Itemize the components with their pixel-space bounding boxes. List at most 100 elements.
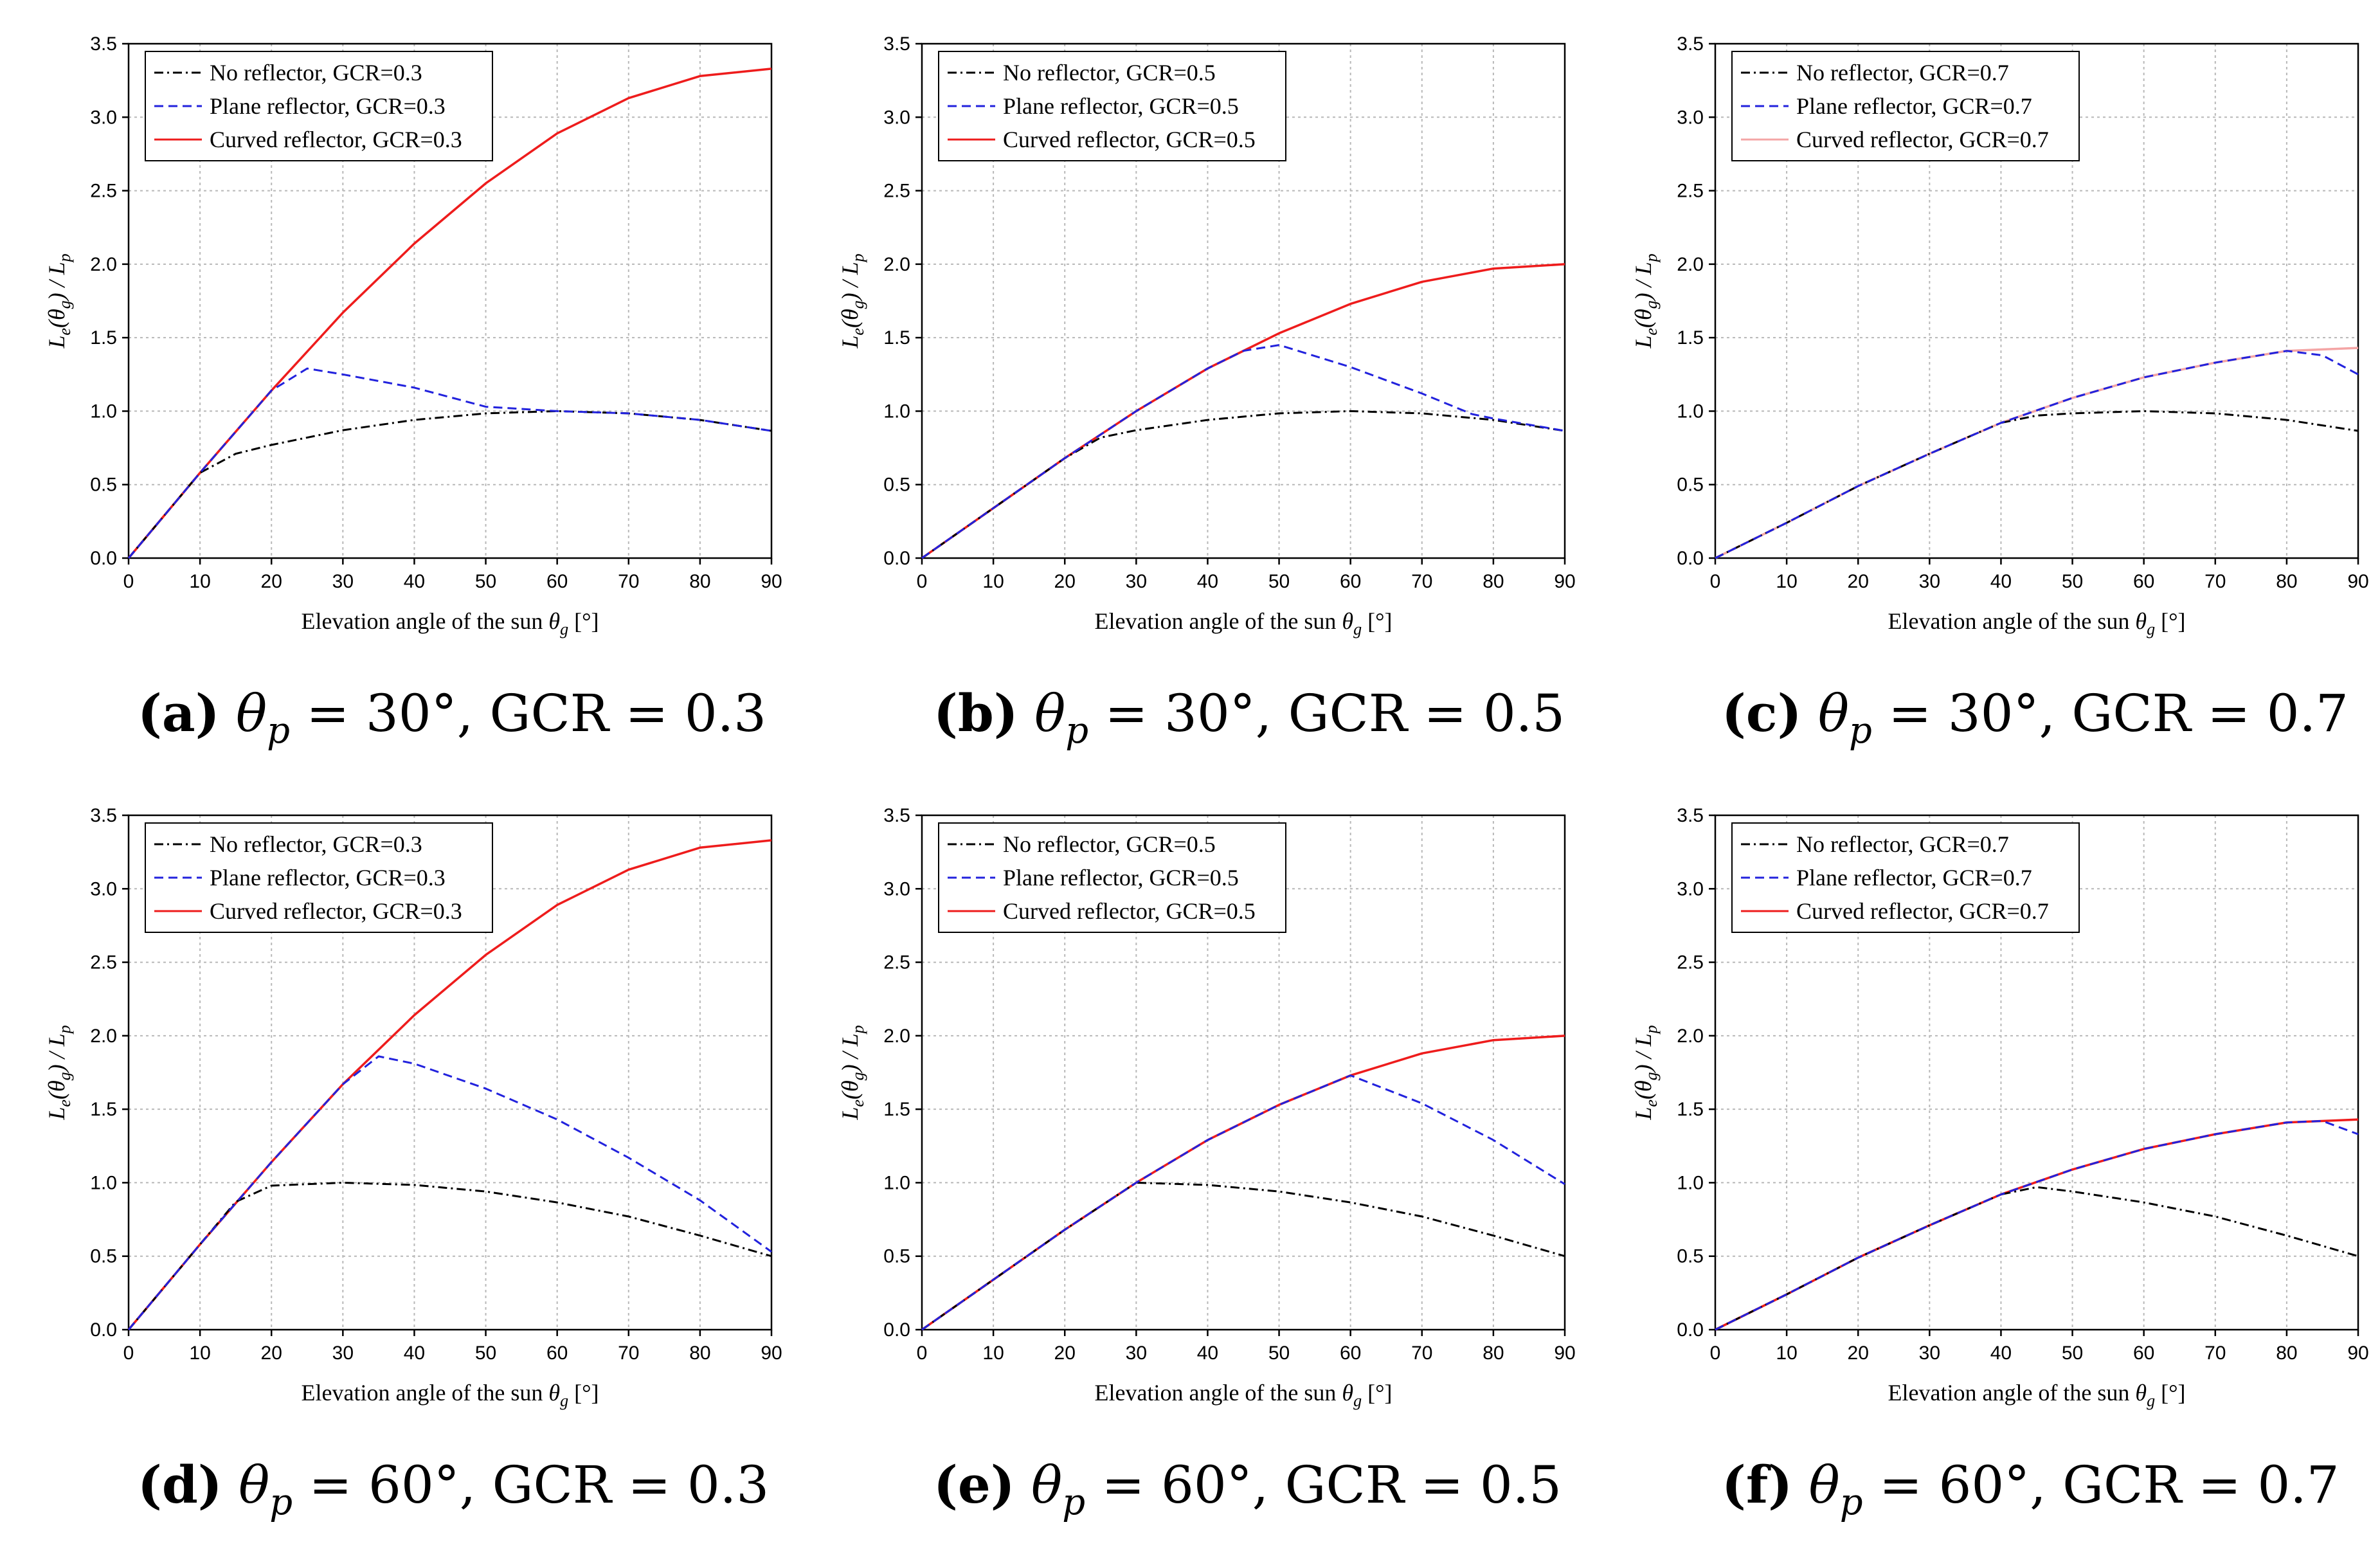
y-axis-label: Le(θg) / Lp [44, 1025, 74, 1120]
y-tick-label: 1.5 [90, 327, 117, 348]
plot-frame [127, 42, 773, 559]
x-tick-label: 50 [475, 571, 496, 592]
x-tick-label: 80 [2276, 571, 2297, 592]
x-tick-label: 60 [1340, 1343, 1361, 1364]
legend-box [1731, 822, 2080, 933]
x-tick-label: 20 [261, 1343, 282, 1364]
x-tick-label: 30 [1126, 1343, 1147, 1364]
x-tick-label: 40 [404, 1343, 425, 1364]
y-tick-label: 0.5 [883, 475, 910, 496]
x-tick-label: 40 [1990, 1343, 2012, 1364]
x-tick-label: 40 [1197, 571, 1218, 592]
x-tick-label: 50 [2062, 1343, 2083, 1364]
legend-entry-label: Plane reflector, GCR=0.3 [210, 865, 446, 891]
caption-text: = 30°, GCR = 0.7 [1871, 683, 2348, 743]
caption-letter: (f) [1722, 1454, 1793, 1515]
caption-theta: θ [1801, 683, 1850, 743]
y-tick-label: 0.0 [883, 1319, 910, 1341]
series-line-curved-reflector [1715, 1118, 2359, 1331]
legend-entry-label: Curved reflector, GCR=0.3 [210, 898, 462, 924]
y-tick-label: 3.5 [883, 33, 910, 55]
legend-entry-label: Curved reflector, GCR=0.7 [1796, 898, 2049, 924]
legend-entry-label: Curved reflector, GCR=0.7 [1796, 127, 2049, 152]
series-line-plane-reflector [127, 367, 772, 559]
chart-panel-e: 0 10 20 30 40 50 60 70 80 90 0.0 0.5 1.0 1.5 2.0 2.5 3.0… [837, 805, 1576, 1410]
caption-sub: p [267, 710, 290, 752]
caption-text: = 60°, GCR = 0.7 [1862, 1455, 2339, 1515]
y-tick-label: 2.5 [90, 181, 117, 202]
x-tick-label: 20 [1848, 1343, 1869, 1364]
x-tick-label: 0 [1710, 1343, 1721, 1364]
x-tick-label: 60 [1340, 571, 1361, 592]
x-tick-label: 50 [1268, 571, 1290, 592]
x-tick-label: 10 [982, 571, 1004, 592]
y-tick-label: 2.0 [883, 1026, 910, 1047]
caption-theta: θ [222, 1455, 270, 1515]
x-tick-label: 30 [1919, 1343, 1940, 1364]
x-tick-label: 80 [689, 571, 710, 592]
series-line-plane-reflector [127, 1055, 772, 1330]
series-line-plane-reflector [1715, 350, 2359, 559]
y-tick-label: 0.5 [90, 1246, 117, 1267]
chart-panel-a: 0 10 20 30 40 50 60 70 80 90 0.0 0.5 1.0 1.5 2.0 2.5 3.0… [44, 33, 782, 638]
x-tick-label: 40 [1197, 1343, 1218, 1364]
legend-entry-label: Plane reflector, GCR=0.7 [1796, 865, 2032, 891]
x-tick-label: 70 [2204, 1343, 2226, 1364]
caption-letter: (a) [138, 683, 220, 743]
legend-entry-label: Curved reflector, GCR=0.5 [1003, 127, 1256, 152]
y-tick-label: 1.0 [1677, 1172, 1704, 1193]
y-tick-label: 2.0 [883, 254, 910, 275]
y-axis-label: Le(θg) / Lp [44, 253, 74, 348]
x-tick-label: 30 [332, 1343, 354, 1364]
y-tick-label: 1.0 [1677, 401, 1704, 422]
series-group [127, 68, 772, 559]
x-tick-label: 0 [917, 571, 928, 592]
caption-letter: (b) [933, 683, 1018, 743]
y-axis-label: Le(θg) / Lp [837, 1025, 867, 1120]
legend-entry-label: No reflector, GCR=0.3 [210, 831, 422, 857]
y-axis-label: Le(θg) / Lp [1630, 1025, 1661, 1120]
y-tick-label: 2.0 [1677, 1026, 1704, 1047]
series-line-plane-reflector [921, 344, 1565, 559]
y-tick-label: 3.0 [1677, 878, 1704, 900]
series-line-curved-reflector [1715, 347, 2359, 559]
y-tick-label: 0.0 [1677, 548, 1704, 569]
legend-box [145, 51, 493, 161]
series-line-no-reflector [1715, 1186, 2359, 1331]
x-tick-label: 90 [1554, 1343, 1575, 1364]
x-tick-label: 90 [2347, 571, 2368, 592]
x-tick-label: 10 [189, 1343, 210, 1364]
y-tick-label: 2.5 [883, 181, 910, 202]
y-axis-label: Le(θg) / Lp [1630, 253, 1661, 348]
caption-letter: (c) [1722, 683, 1802, 743]
y-tick-label: 0.0 [90, 1319, 117, 1341]
legend-entry-label: Plane reflector, GCR=0.5 [1003, 865, 1239, 891]
series-group [921, 1035, 1565, 1331]
legend-box [938, 822, 1286, 933]
y-tick-label: 0.5 [1677, 1246, 1704, 1267]
x-tick-label: 60 [2133, 1343, 2154, 1364]
caption-theta: θ [1792, 1455, 1840, 1515]
x-tick-label: 30 [1126, 571, 1147, 592]
y-tick-label: 3.5 [1677, 33, 1704, 55]
y-tick-label: 2.5 [1677, 181, 1704, 202]
x-tick-label: 20 [1054, 571, 1076, 592]
x-axis-label: Elevation angle of the sun θg [°] [302, 608, 599, 638]
plot-frame [127, 814, 773, 1331]
x-tick-label: 30 [332, 571, 354, 592]
y-tick-label: 2.0 [90, 254, 117, 275]
x-tick-label: 70 [618, 571, 639, 592]
y-tick-label: 0.0 [1677, 1319, 1704, 1341]
series-group [1715, 1118, 2359, 1331]
y-tick-label: 3.5 [1677, 805, 1704, 826]
y-tick-label: 1.5 [90, 1099, 117, 1120]
x-tick-label: 70 [1411, 571, 1432, 592]
plot-frame [921, 814, 1566, 1331]
x-axis-label: Elevation angle of the sun θg [°] [1888, 608, 2186, 638]
caption-text: = 30°, GCR = 0.5 [1088, 683, 1565, 743]
y-tick-label: 0.0 [883, 548, 910, 569]
x-tick-label: 70 [2204, 571, 2226, 592]
caption-sub: p [1849, 710, 1872, 752]
series-line-no-reflector [127, 1181, 772, 1330]
x-tick-label: 90 [761, 1343, 782, 1364]
